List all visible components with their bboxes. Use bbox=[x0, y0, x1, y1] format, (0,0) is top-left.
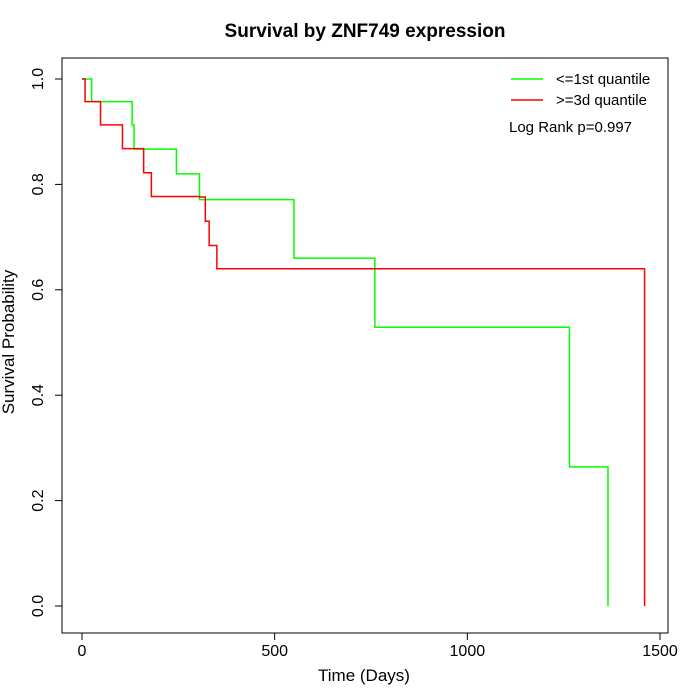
survival-curve-2 bbox=[82, 78, 646, 606]
x-tick-label: 1500 bbox=[642, 643, 678, 660]
chart-title: Survival by ZNF749 expression bbox=[225, 21, 506, 42]
legend-label-1: <=1st quantile bbox=[556, 71, 650, 88]
legend-label-2: >=3d quantile bbox=[556, 92, 647, 109]
x-tick-label: 1000 bbox=[450, 643, 486, 660]
series-layer bbox=[82, 78, 646, 606]
plot-frame bbox=[61, 57, 669, 634]
y-tick-label: 1.0 bbox=[30, 68, 47, 90]
survival-curve-1 bbox=[82, 78, 609, 606]
y-tick-label: 0.8 bbox=[30, 173, 47, 195]
x-tick-label: 500 bbox=[261, 643, 288, 660]
y-tick-label: 0.2 bbox=[30, 489, 47, 511]
log-rank-annotation: Log Rank p=0.997 bbox=[509, 119, 632, 136]
y-tick-label: 0.0 bbox=[30, 595, 47, 617]
x-tick-label: 0 bbox=[78, 643, 87, 660]
y-axis-title: Survival Probability bbox=[0, 269, 18, 414]
y-axis: 0.0 0.2 0.4 0.6 0.8 1.0 bbox=[30, 68, 63, 617]
x-axis-title: Time (Days) bbox=[318, 666, 410, 685]
y-tick-label: 0.4 bbox=[30, 384, 47, 406]
x-axis: 0 500 1000 1500 bbox=[78, 632, 678, 660]
y-tick-label: 0.6 bbox=[30, 279, 47, 301]
legend: <=1st quantile >=3d quantile bbox=[511, 71, 650, 109]
